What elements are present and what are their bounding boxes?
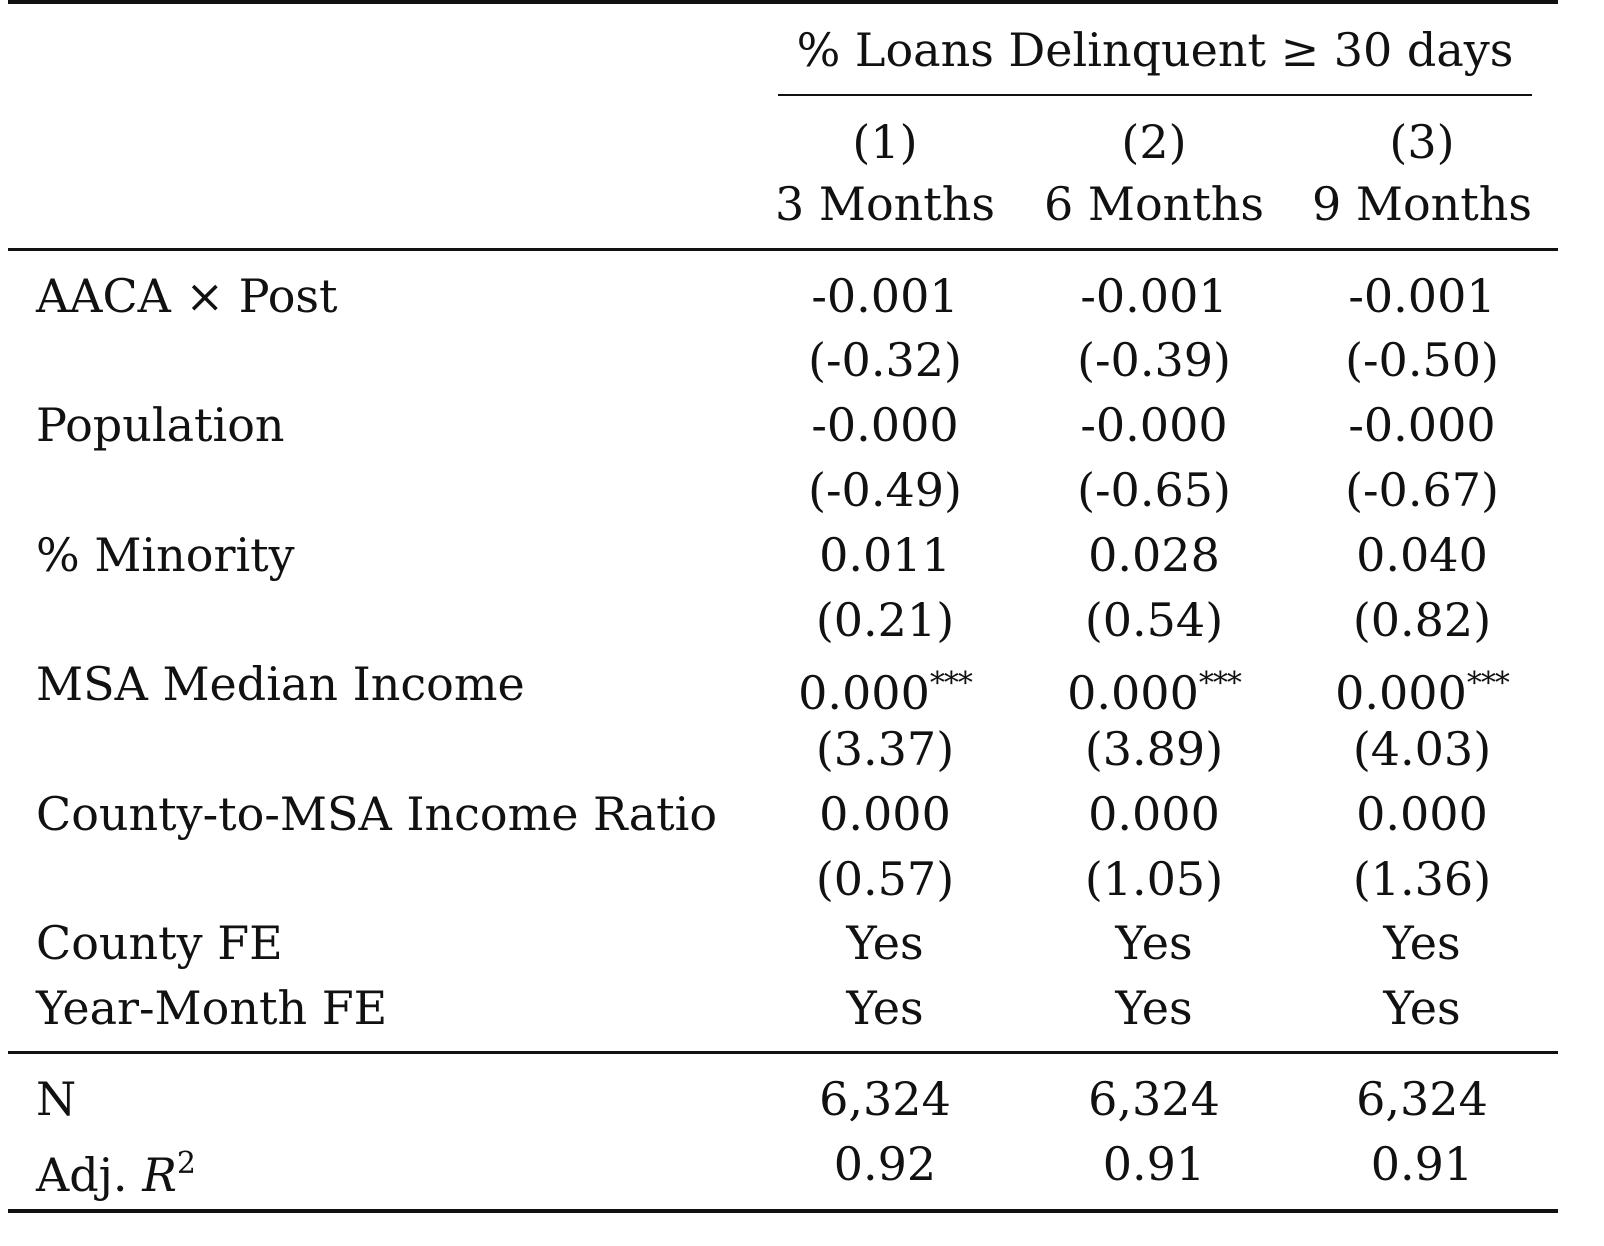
tstat-cell: (0.82) bbox=[1352, 593, 1492, 647]
row-label: Population bbox=[36, 398, 285, 452]
row-label: Year-Month FE bbox=[36, 981, 388, 1035]
coefficient-cell: 0.000*** bbox=[798, 666, 973, 720]
tstat-cell: (-0.50) bbox=[1345, 333, 1499, 387]
stats-rule bbox=[8, 1051, 1558, 1054]
row-label: MSA Median Income bbox=[36, 657, 525, 711]
significance-stars: *** bbox=[1466, 666, 1510, 701]
coefficient-cell: 0.011 bbox=[819, 528, 951, 582]
row-label: N bbox=[36, 1072, 77, 1126]
column-label: 9 Months bbox=[1311, 177, 1533, 231]
stat-cell: 6,324 bbox=[1088, 1072, 1220, 1126]
column-number: (2) bbox=[1121, 115, 1187, 169]
significance-stars: *** bbox=[929, 666, 973, 701]
coefficient-cell: 0.000*** bbox=[1335, 666, 1510, 720]
stat-cell: 6,324 bbox=[1356, 1072, 1488, 1126]
coefficient-cell: 0.000 bbox=[819, 787, 951, 841]
coefficient-cell: 0.028 bbox=[1088, 528, 1220, 582]
coefficient-cell: -0.000 bbox=[1080, 398, 1228, 452]
tstat-cell: (0.57) bbox=[815, 852, 955, 906]
group-header: % Loans Delinquent ≥ 30 days bbox=[796, 23, 1514, 77]
stat-cell: 0.91 bbox=[1102, 1137, 1206, 1191]
tstat-cell: (-0.65) bbox=[1077, 463, 1231, 517]
stat-cell: 0.92 bbox=[833, 1137, 937, 1191]
coefficient-cell: -0.000 bbox=[811, 398, 959, 452]
coefficient-cell: 0.000*** bbox=[1067, 666, 1242, 720]
tstat-cell: (-0.67) bbox=[1345, 463, 1499, 517]
coefficient-cell: -0.001 bbox=[811, 269, 959, 323]
coefficient-cell: -0.001 bbox=[1080, 269, 1228, 323]
fe-cell: Yes bbox=[846, 916, 924, 970]
significance-stars: *** bbox=[1198, 666, 1242, 701]
coefficient-cell: 0.040 bbox=[1356, 528, 1488, 582]
tstat-cell: (1.36) bbox=[1352, 852, 1492, 906]
coefficient-cell: -0.001 bbox=[1348, 269, 1496, 323]
fe-cell: Yes bbox=[846, 981, 924, 1035]
fe-cell: Yes bbox=[1115, 981, 1193, 1035]
bottom-rule bbox=[8, 1209, 1558, 1213]
coefficient-cell: 0.000 bbox=[1088, 787, 1220, 841]
tstat-cell: (3.89) bbox=[1084, 722, 1224, 776]
header-rule bbox=[8, 248, 1558, 251]
tstat-cell: (-0.32) bbox=[808, 333, 962, 387]
fe-cell: Yes bbox=[1115, 916, 1193, 970]
tstat-cell: (1.05) bbox=[1084, 852, 1224, 906]
stat-cell: 0.91 bbox=[1370, 1137, 1474, 1191]
column-label: 3 Months bbox=[774, 177, 996, 231]
tstat-cell: (0.21) bbox=[815, 593, 955, 647]
tstat-cell: (-0.39) bbox=[1077, 333, 1231, 387]
coefficient-cell: 0.000 bbox=[1356, 787, 1488, 841]
stat-cell: 6,324 bbox=[819, 1072, 951, 1126]
row-label: County-to-MSA Income Ratio bbox=[36, 787, 718, 841]
row-label: County FE bbox=[36, 916, 283, 970]
column-number: (3) bbox=[1389, 115, 1455, 169]
fe-cell: Yes bbox=[1383, 916, 1461, 970]
column-label: 6 Months bbox=[1043, 177, 1265, 231]
tstat-cell: (4.03) bbox=[1352, 722, 1492, 776]
group-header-underline bbox=[778, 94, 1532, 96]
row-label: AACA × Post bbox=[36, 269, 338, 323]
row-label: Adj. R2 bbox=[36, 1146, 196, 1202]
column-number: (1) bbox=[852, 115, 918, 169]
tstat-cell: (0.54) bbox=[1084, 593, 1224, 647]
tstat-cell: (-0.49) bbox=[808, 463, 962, 517]
fe-cell: Yes bbox=[1383, 981, 1461, 1035]
row-label: % Minority bbox=[36, 528, 295, 582]
coefficient-cell: -0.000 bbox=[1348, 398, 1496, 452]
top-rule bbox=[8, 0, 1558, 4]
tstat-cell: (3.37) bbox=[815, 722, 955, 776]
